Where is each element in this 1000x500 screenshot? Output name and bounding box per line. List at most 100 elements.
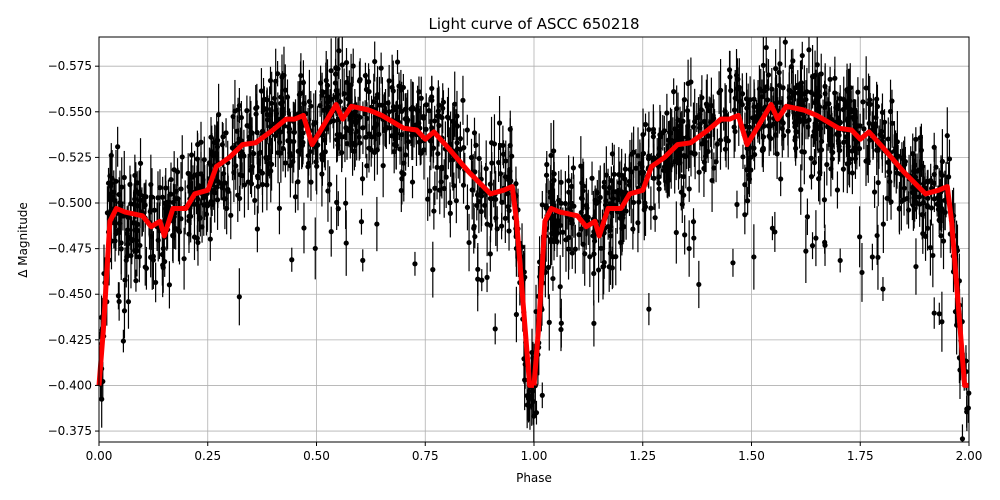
data-point <box>830 124 836 180</box>
data-point <box>148 154 154 215</box>
data-point <box>160 176 166 218</box>
data-point <box>805 114 811 140</box>
data-point <box>443 146 449 208</box>
x-tick-label: 1.75 <box>847 449 874 463</box>
data-point <box>601 238 607 295</box>
data-point <box>713 141 719 183</box>
data-point <box>818 53 824 95</box>
data-point <box>867 92 873 116</box>
data-point <box>660 114 666 151</box>
data-point <box>319 130 325 179</box>
data-point <box>364 153 370 178</box>
data-point <box>827 66 833 92</box>
data-point <box>360 249 366 272</box>
data-point <box>429 85 435 109</box>
data-point <box>341 68 347 119</box>
x-tick-label: 0.00 <box>86 449 113 463</box>
data-point <box>874 81 880 117</box>
data-point <box>464 184 471 231</box>
data-point <box>259 99 266 164</box>
data-point <box>292 180 299 213</box>
data-point <box>435 140 441 168</box>
data-point <box>394 50 401 74</box>
data-point <box>312 217 318 280</box>
data-point <box>471 117 478 148</box>
data-point <box>582 221 588 286</box>
data-point <box>378 52 384 84</box>
data-point <box>679 185 685 223</box>
data-point <box>734 190 740 219</box>
data-point <box>487 181 494 216</box>
data-point <box>844 134 850 194</box>
y-tick-label: −0.500 <box>48 196 92 210</box>
data-point <box>913 127 919 152</box>
data-point <box>350 48 356 84</box>
data-point <box>652 203 658 232</box>
data-point <box>569 237 575 269</box>
data-point <box>680 100 686 142</box>
data-point <box>479 269 485 292</box>
data-point <box>120 329 126 353</box>
data-point <box>847 88 853 114</box>
data-point <box>617 161 623 204</box>
data-point <box>496 96 503 150</box>
data-point <box>869 243 875 271</box>
data-point <box>705 140 711 163</box>
data-point <box>863 56 869 120</box>
data-point <box>430 241 436 298</box>
data-point <box>746 156 752 195</box>
data-point <box>220 123 226 151</box>
data-point <box>686 220 692 277</box>
data-point <box>500 125 506 166</box>
data-point <box>451 106 457 141</box>
data-point <box>875 158 881 207</box>
x-tick-label: 0.50 <box>303 449 330 463</box>
data-point <box>132 222 138 279</box>
data-point <box>343 210 349 276</box>
data-point <box>871 176 878 208</box>
x-tick-label: 1.25 <box>629 449 656 463</box>
data-point <box>696 260 702 309</box>
data-point <box>362 62 369 89</box>
data-point <box>133 269 139 292</box>
data-point <box>557 255 563 319</box>
data-point <box>640 128 647 179</box>
data-point <box>228 191 234 240</box>
data-point <box>475 246 481 312</box>
data-point <box>572 224 578 274</box>
data-point <box>696 151 702 193</box>
data-point <box>589 161 595 195</box>
data-point <box>780 69 786 106</box>
data-point <box>688 128 694 177</box>
data-point <box>824 143 830 186</box>
data-point <box>181 227 187 290</box>
data-point <box>163 168 169 208</box>
data-point <box>416 91 422 155</box>
data-point <box>306 69 312 134</box>
data-point <box>614 179 620 205</box>
data-point <box>684 99 691 122</box>
data-point <box>236 87 242 124</box>
y-tick-label: −0.375 <box>48 424 92 438</box>
data-point <box>642 113 649 136</box>
data-point <box>936 302 942 325</box>
data-point <box>287 133 293 198</box>
data-point <box>500 140 507 169</box>
data-point <box>939 291 945 352</box>
data-point <box>672 110 678 148</box>
data-point <box>763 37 769 73</box>
data-point <box>737 89 743 113</box>
data-point <box>630 208 636 250</box>
data-point <box>646 293 652 326</box>
data-point <box>252 186 258 215</box>
data-point <box>457 121 464 156</box>
data-point <box>919 189 925 240</box>
data-point <box>674 85 680 133</box>
data-point <box>297 77 303 110</box>
data-point <box>765 59 772 91</box>
data-point <box>460 75 466 125</box>
data-point <box>598 233 604 264</box>
data-point <box>495 143 502 182</box>
x-tick-label: 2.00 <box>956 449 983 463</box>
y-axis: −0.575 −0.550 −0.525 −0.500 −0.475 −0.450 −0.4… <box>48 59 99 438</box>
